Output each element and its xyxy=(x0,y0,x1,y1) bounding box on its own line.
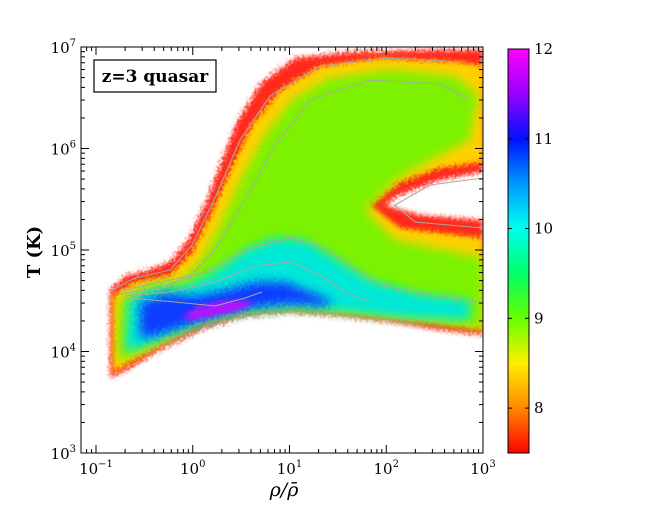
contour-mid xyxy=(117,79,471,293)
colorbar-tick-label: 12 xyxy=(534,40,553,58)
colorbar-tick-label: 11 xyxy=(534,130,553,148)
x-tick-label: 103 xyxy=(470,459,495,478)
colorbar-ticks: 8 9 10 11 12 xyxy=(508,40,553,417)
annotation-box: z=3 quasar xyxy=(93,59,217,93)
colorbar-tick-label: 10 xyxy=(534,220,553,238)
y-tick-label: 104 xyxy=(51,343,76,362)
heatmap-density xyxy=(110,50,483,378)
colorbar xyxy=(507,48,530,454)
y-tick-label: 107 xyxy=(51,38,76,57)
colorbar-tick-label: 9 xyxy=(534,309,544,327)
y-tick-label: 106 xyxy=(51,140,76,159)
density-peak xyxy=(180,300,255,320)
x-axis-label: ρ/ρ̄ xyxy=(269,479,300,501)
y-tick-label: 103 xyxy=(51,444,76,463)
contour-inner xyxy=(119,237,483,303)
axis-ticks: 10−1 100 101 102 103 103 104 105 106 107 xyxy=(51,38,496,478)
annotation-label: z=3 quasar xyxy=(102,67,209,87)
contour-peak xyxy=(129,291,263,307)
x-tick-label: 10−1 xyxy=(79,459,113,478)
contour-core xyxy=(124,261,371,303)
x-tick-label: 101 xyxy=(277,459,302,478)
x-tick-label: 100 xyxy=(180,459,205,478)
y-axis-label: T (K) xyxy=(24,226,45,278)
y-tick-label: 105 xyxy=(51,241,76,260)
colorbar-tick-label: 8 xyxy=(534,399,544,417)
contour-outer xyxy=(111,57,483,291)
x-tick-label: 102 xyxy=(374,459,399,478)
contour-lines xyxy=(111,57,483,307)
